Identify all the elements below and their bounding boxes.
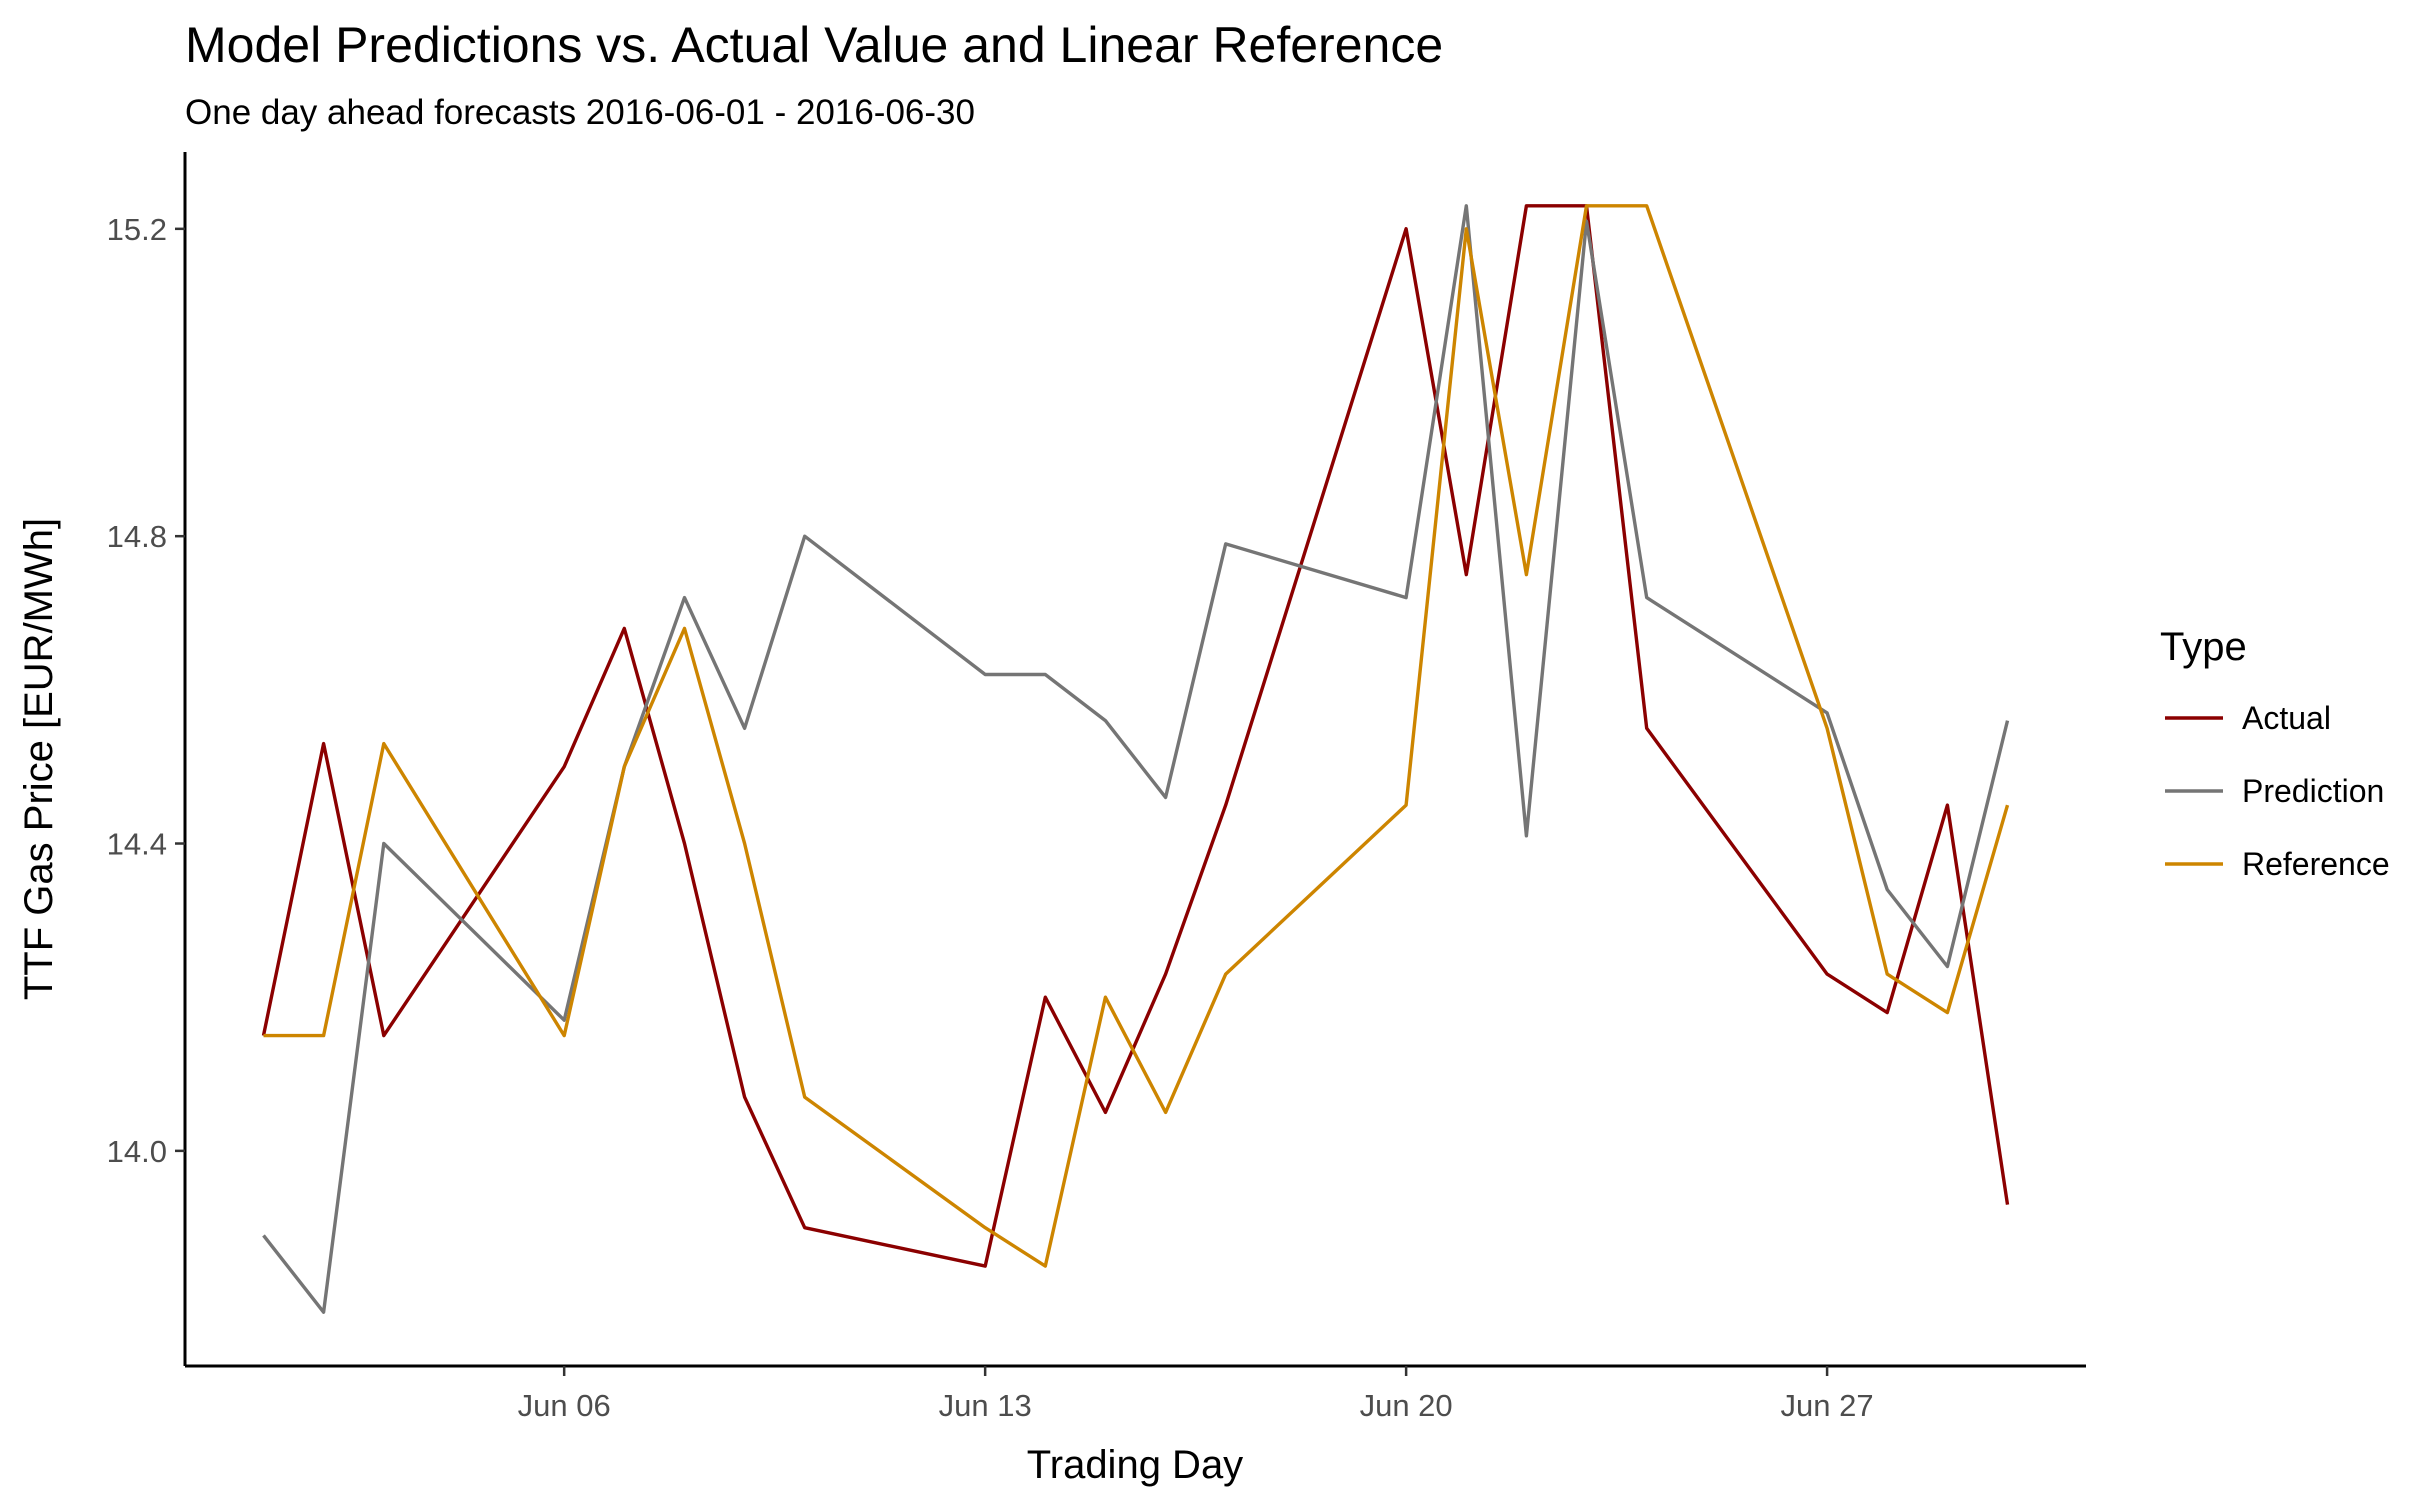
x-tick-label: Jun 06 [518,1388,611,1423]
x-tick-label: Jun 20 [1360,1388,1453,1423]
legend-item-reference: Reference [2165,846,2390,882]
legend-label: Reference [2242,846,2390,882]
x-tick-label: Jun 27 [1781,1388,1874,1423]
legend-label: Prediction [2242,773,2384,809]
y-tick-label: 14.8 [107,519,167,554]
x-axis-ticks: Jun 06 Jun 13 Jun 20 Jun 27 [518,1366,1874,1423]
y-tick-label: 15.2 [107,212,167,247]
y-axis-title: TTF Gas Price [EUR/MWh] [17,518,61,1000]
x-tick-label: Jun 13 [939,1388,1032,1423]
y-axis-ticks: 14.0 14.4 14.8 15.2 [107,212,185,1169]
legend-title: Type [2160,625,2247,669]
chart-title: Model Predictions vs. Actual Value and L… [185,17,1443,73]
y-tick-label: 14.4 [107,827,167,862]
legend-label: Actual [2242,700,2331,736]
series-line-prediction [262,204,2010,1314]
chart-subtitle: One day ahead forecasts 2016-06-01 - 201… [185,93,975,132]
plot-area [261,204,2010,1314]
series-line-actual [261,204,2010,1268]
legend-item-prediction: Prediction [2165,773,2384,809]
legend: Type Actual Prediction Reference [2160,625,2390,882]
legend-item-actual: Actual [2165,700,2331,736]
y-tick-label: 14.0 [107,1134,167,1169]
x-axis-title: Trading Day [1027,1443,1243,1487]
series-line-reference [263,204,2010,1268]
